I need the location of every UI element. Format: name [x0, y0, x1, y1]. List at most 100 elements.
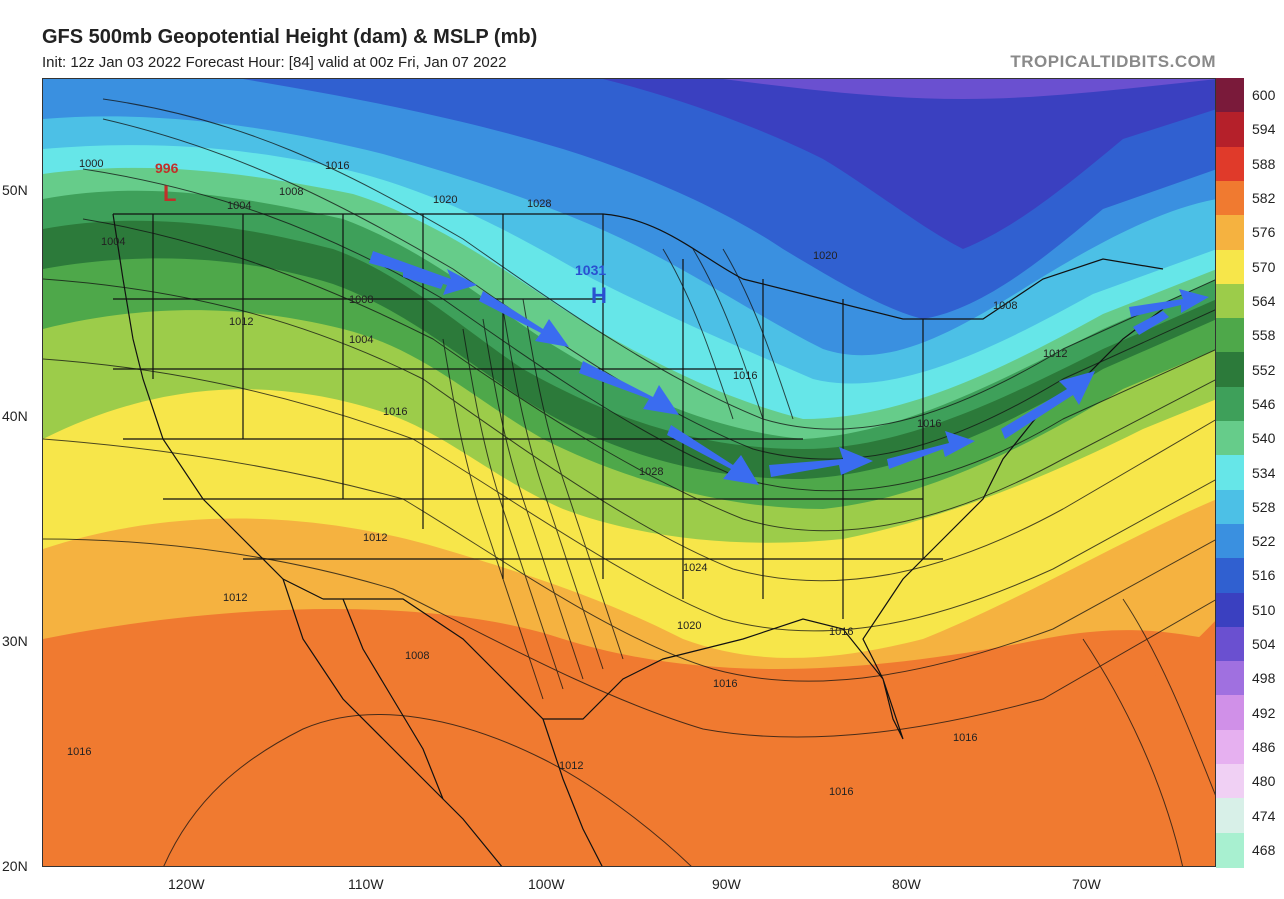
colorbar-segment	[1216, 352, 1244, 388]
colorbar-label: 468	[1252, 841, 1276, 858]
colorbar-label: 582	[1252, 190, 1276, 207]
colorbar-segment	[1216, 249, 1244, 285]
colorbar-label: 564	[1252, 292, 1276, 309]
colorbar-label: 498	[1252, 670, 1276, 687]
colorbar-label: 588	[1252, 155, 1276, 172]
lon-label-90w: 90W	[712, 876, 741, 892]
height-field-svg: 1000 1004 1008 1016 1020 1028 1004 1012 …	[43, 79, 1215, 866]
isobar-label: 1016	[383, 406, 407, 418]
high-pressure-value: 1031	[575, 262, 606, 278]
colorbar-label: 546	[1252, 395, 1276, 412]
jet-stream-arrows	[369, 251, 1209, 485]
colorbar-label: 510	[1252, 601, 1276, 618]
colorbar-segment	[1216, 798, 1244, 834]
isobar-label: 1024	[683, 562, 707, 574]
lon-label-70w: 70W	[1072, 876, 1101, 892]
lon-label-110w: 110W	[348, 876, 384, 892]
isobar-label: 1016	[733, 370, 757, 382]
isobar-label: 1016	[917, 418, 941, 430]
isobar-label: 1020	[677, 620, 701, 632]
isobar-label: 1028	[527, 198, 551, 210]
isobar-label: 1012	[1043, 348, 1067, 360]
chart-title: GFS 500mb Geopotential Height (dam) & MS…	[42, 26, 538, 48]
jet-arrow	[369, 251, 477, 295]
colorbar-segment	[1216, 626, 1244, 663]
colorbar-segment	[1216, 283, 1244, 320]
colorbar-label: 486	[1252, 738, 1276, 755]
band-510	[603, 79, 1215, 249]
isobar-label: 1008	[405, 650, 429, 662]
colorbar-segment	[1216, 661, 1244, 697]
lon-label-120w: 120W	[168, 876, 205, 892]
isobar-label: 1020	[813, 250, 837, 262]
colorbar-segment	[1216, 523, 1244, 560]
isobar-label: 1012	[559, 760, 583, 772]
isobar-label-group: 1000 1004 1008 1016 1020 1028 1004 1012 …	[67, 158, 1067, 798]
jet-arrow	[1129, 289, 1209, 317]
jet-arrow	[769, 447, 873, 477]
lat-label-30n: 30N	[2, 633, 28, 649]
isobar-label: 1008	[993, 300, 1017, 312]
isobar-label: 1012	[229, 316, 253, 328]
band-504	[723, 79, 1215, 99]
colorbar-segment	[1216, 386, 1244, 423]
colorbar-segment	[1216, 832, 1244, 868]
colorbar-label: 534	[1252, 464, 1276, 481]
lat-label-40n: 40N	[2, 408, 28, 424]
colorbar	[1216, 78, 1244, 868]
colorbar-label: 594	[1252, 121, 1276, 138]
isobar-label: 1028	[639, 466, 663, 478]
colorbar-label: 480	[1252, 773, 1276, 790]
colorbar-label: 522	[1252, 533, 1276, 550]
jet-arrow	[579, 361, 679, 415]
isobar-label: 1008	[279, 186, 303, 198]
lon-label-100w: 100W	[528, 876, 565, 892]
colorbar-label: 600	[1252, 87, 1276, 104]
colorbar-label: 474	[1252, 807, 1276, 824]
isobar-label: 1016	[953, 732, 977, 744]
jet-arrow	[403, 271, 443, 289]
colorbar-segment	[1216, 421, 1244, 457]
low-pressure-symbol: L	[163, 181, 176, 206]
colorbar-label: 558	[1252, 327, 1276, 344]
isobar-label: 1004	[349, 334, 373, 346]
colorbar-segment	[1216, 215, 1244, 251]
colorbar-segment	[1216, 180, 1244, 217]
isobar-label: 1016	[713, 678, 737, 690]
colorbar-segment	[1216, 558, 1244, 594]
jet-arrow	[479, 291, 569, 347]
colorbar-segment	[1216, 764, 1244, 800]
colorbar-label: 516	[1252, 567, 1276, 584]
colorbar-segment	[1216, 146, 1244, 182]
isobar-label: 1004	[101, 236, 125, 248]
colorbar-segment	[1216, 318, 1244, 354]
colorbar-label: 540	[1252, 430, 1276, 447]
lat-label-20n: 20N	[2, 858, 28, 874]
weather-map: 1000 1004 1008 1016 1020 1028 1004 1012 …	[42, 78, 1216, 867]
isobar-label: 1016	[829, 626, 853, 638]
high-pressure-symbol: H	[591, 283, 607, 308]
jet-arrow	[667, 425, 759, 485]
colorbar-label: 576	[1252, 224, 1276, 241]
colorbar-segment	[1216, 695, 1244, 731]
isobar-label: 1020	[433, 194, 457, 206]
isobar-label: 1016	[829, 786, 853, 798]
colorbar-label: 504	[1252, 636, 1276, 653]
colorbar-label: 528	[1252, 498, 1276, 515]
lon-label-80w: 80W	[892, 876, 921, 892]
low-pressure-value: 996	[155, 160, 179, 176]
band-582-se	[905, 621, 1215, 866]
colorbar-segment	[1216, 112, 1244, 148]
colorbar-label: 570	[1252, 258, 1276, 275]
chart-subtitle: Init: 12z Jan 03 2022 Forecast Hour: [84…	[42, 54, 507, 71]
jet-arrow	[887, 431, 975, 469]
colorbar-segment	[1216, 489, 1244, 525]
source-watermark: TROPICALTIDBITS.COM	[1010, 52, 1216, 71]
isobar-label: 1008	[349, 294, 373, 306]
colorbar-segment	[1216, 78, 1244, 114]
isobar-label: 1012	[363, 532, 387, 544]
isobar-label: 1016	[325, 160, 349, 172]
jet-arrow	[1001, 371, 1095, 439]
isobar-label: 1012	[223, 592, 247, 604]
colorbar-segment	[1216, 592, 1244, 628]
